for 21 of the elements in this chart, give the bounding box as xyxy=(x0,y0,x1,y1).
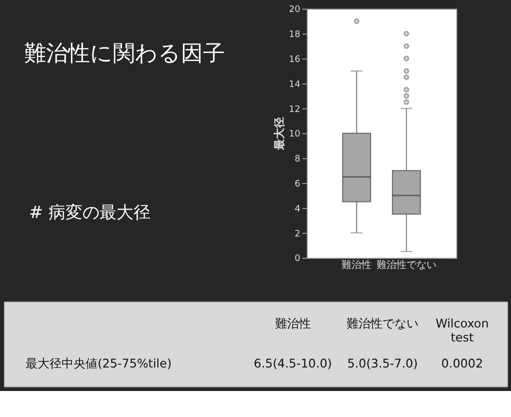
y-tick-label: 16 xyxy=(288,55,301,66)
y-tick-label: 0 xyxy=(294,254,301,264)
y-tick-label: 18 xyxy=(288,30,301,40)
text: # 病変の最大径 xyxy=(28,202,150,222)
text: 難治性に関わる因子 xyxy=(24,42,225,67)
y-tick-label: 2 xyxy=(294,229,300,240)
y-tick-label: 4 xyxy=(294,204,301,214)
y-tick-label: 14 xyxy=(288,80,301,90)
y-tick-label: 12 xyxy=(288,104,300,115)
y-tick-label: 20 xyxy=(288,5,301,16)
text: Wilcoxon test xyxy=(436,316,489,344)
y-axis-title: 最大径 xyxy=(272,117,286,152)
y-tick-label: 6 xyxy=(294,180,301,190)
text: 0.0002 xyxy=(441,356,484,370)
text: 最大径中央値(25-75%tile) xyxy=(26,356,172,370)
text: 5.0(3.5-7.0) xyxy=(347,356,418,370)
y-tick-label: 10 xyxy=(288,130,301,140)
text: 難治性 xyxy=(274,316,311,330)
text: 6.5(4.5-10.0) xyxy=(254,356,332,370)
text: 難治性でない xyxy=(346,316,419,330)
y-tick-label: 8 xyxy=(294,154,301,165)
